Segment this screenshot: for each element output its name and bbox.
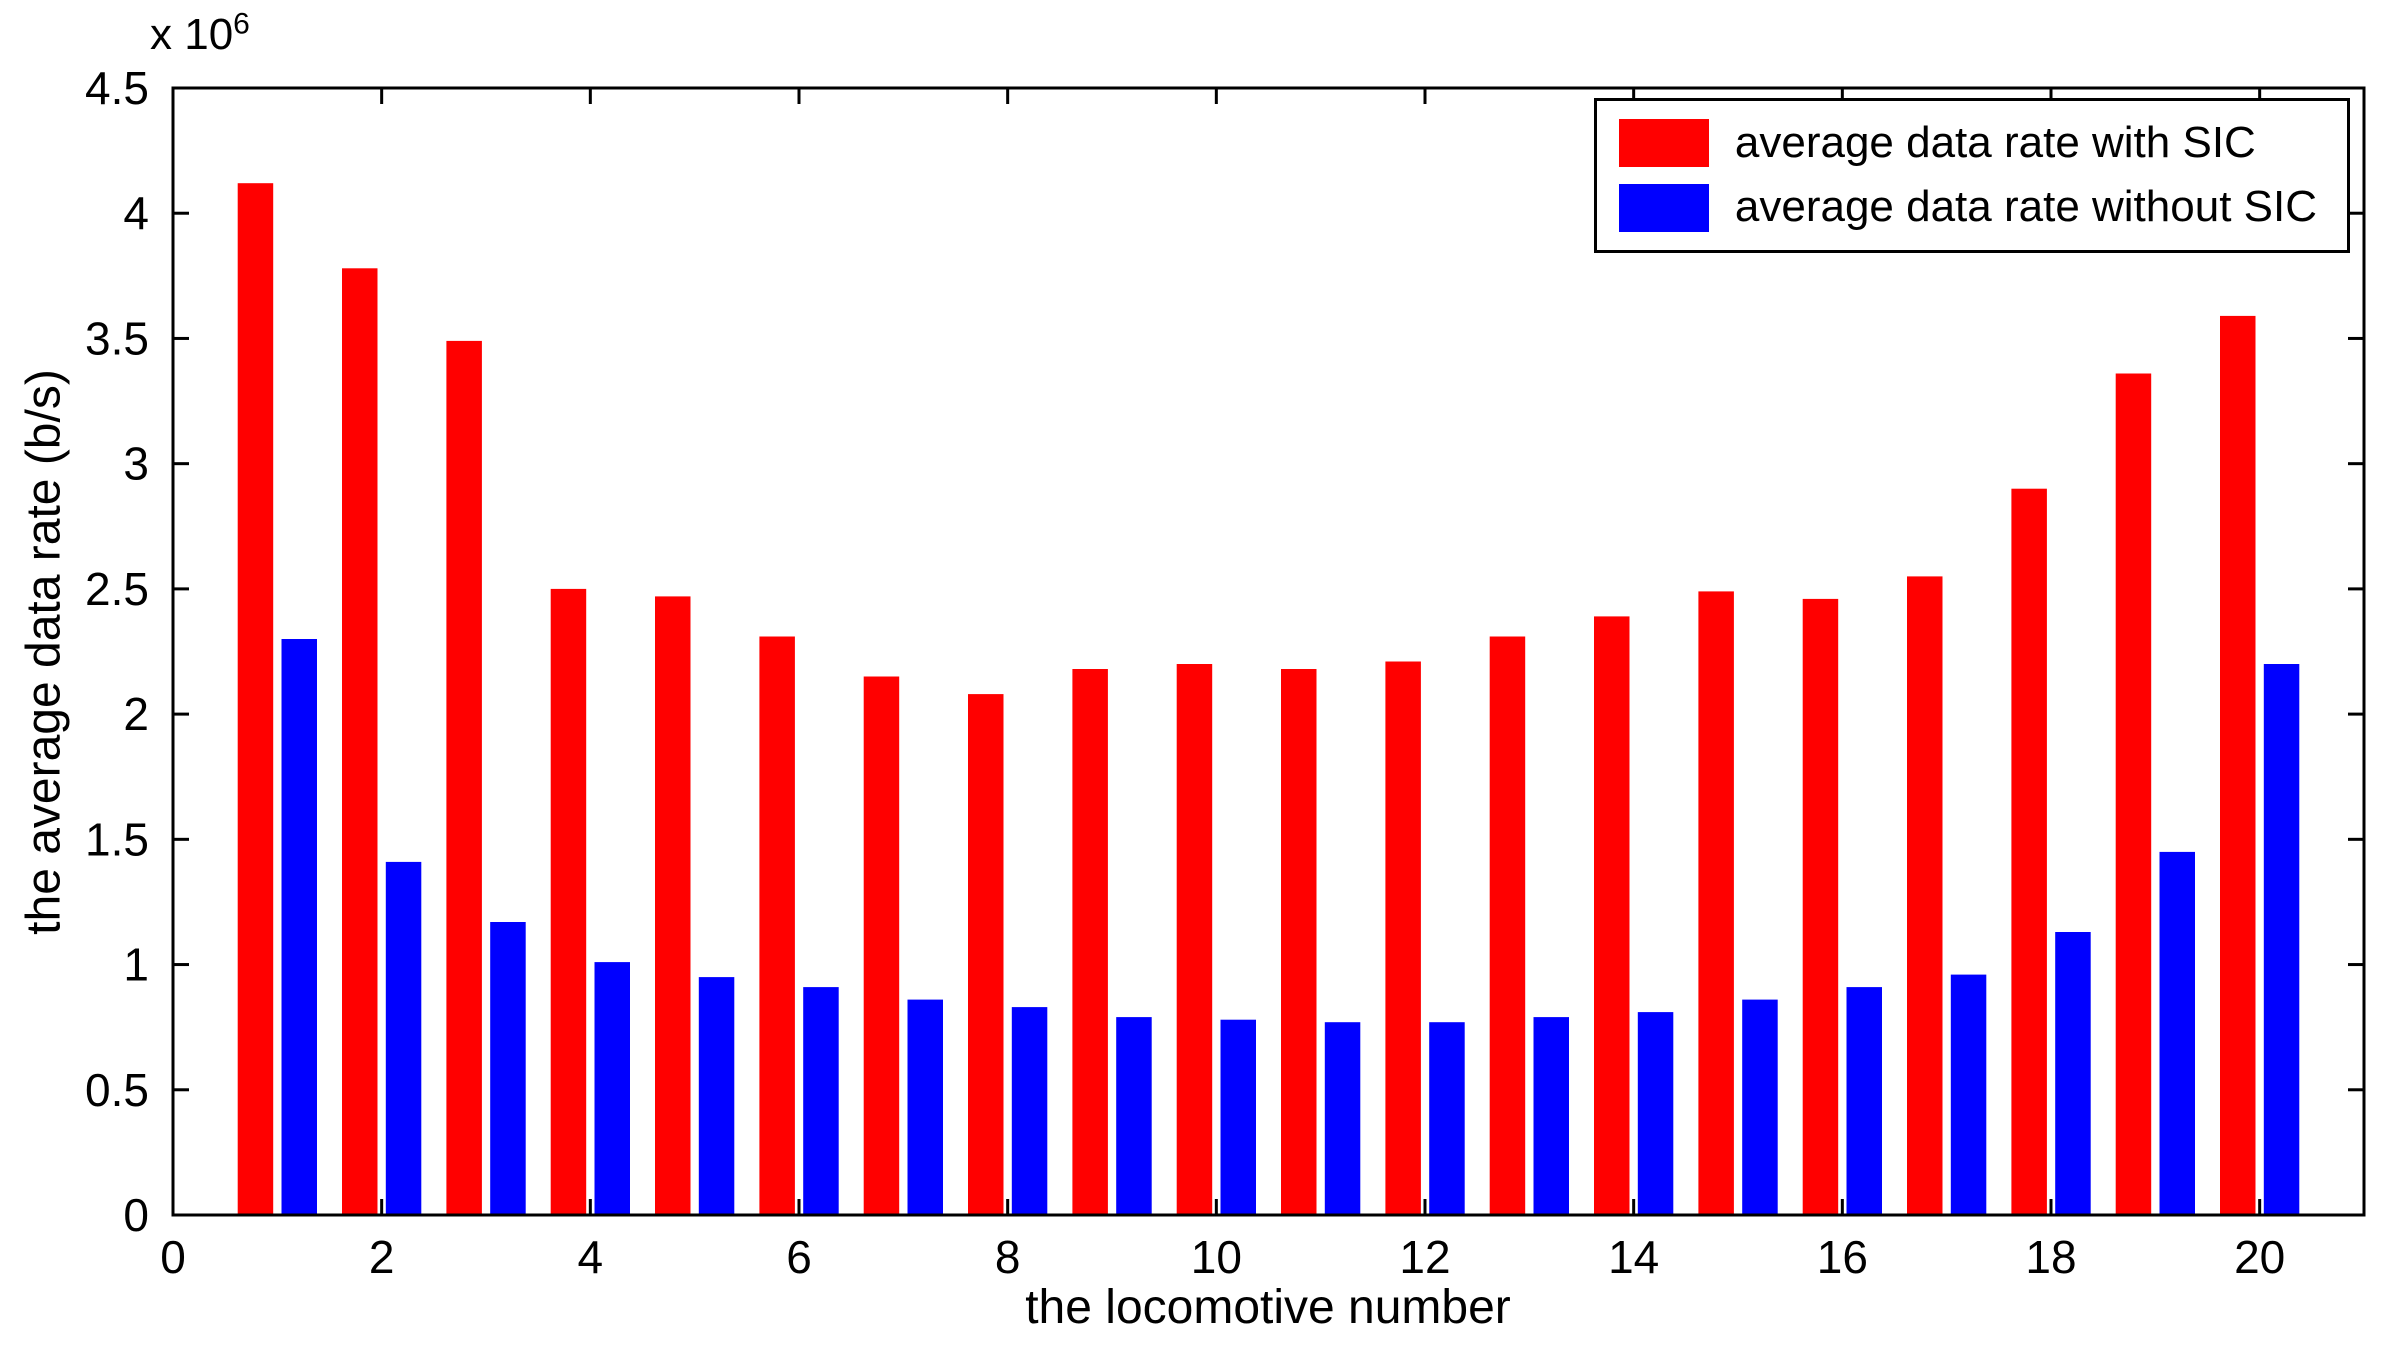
y-tick-label: 0 [123,1189,149,1241]
bar-with-sic-12 [1385,661,1421,1215]
bar-without-sic-10 [1220,1019,1256,1215]
bar-without-sic-1 [281,639,317,1215]
y-tick-label: 4.5 [85,62,149,114]
bar-without-sic-14 [1637,1012,1674,1215]
y-axis-label: the average data rate (b/s) [17,369,71,935]
legend-label-with-sic: average data rate with SIC [1734,118,2256,167]
y-tick-label: 1 [123,939,149,991]
plot-border [171,86,2366,1217]
y-tick-label: 0.5 [85,1064,149,1116]
bar-with-sic-5 [655,596,691,1215]
y-tick-label: 2.5 [85,563,149,615]
y-axis-multiplier: x 106 [150,7,250,60]
bar-without-sic-12 [1429,1022,1465,1215]
bar-with-sic-10 [1176,664,1213,1215]
x-tick-label: 6 [786,1231,812,1283]
bar-with-sic-8 [968,694,1004,1215]
y-axis-multiplier-base: x 10 [150,10,234,59]
bar-without-sic-5 [698,977,735,1215]
bar-with-sic-20 [2220,315,2256,1215]
bar-without-sic-2 [385,861,422,1215]
y-tick-label: 4 [123,187,149,239]
bar-with-sic-18 [2011,488,2047,1215]
bar-with-sic-6 [759,636,795,1215]
bar-without-sic-4 [594,962,630,1215]
bar-without-sic-3 [490,922,526,1215]
bar-without-sic-17 [1950,974,1987,1215]
bar-with-sic-7 [863,676,900,1215]
x-tick-label: 4 [578,1231,604,1283]
x-tick-label: 14 [1608,1231,1659,1283]
bar-without-sic-20 [2263,664,2300,1215]
x-tick-label: 0 [160,1231,186,1283]
bar-without-sic-9 [1116,1017,1152,1215]
y-tick-label: 3.5 [85,312,149,364]
x-tick-label: 10 [1191,1231,1242,1283]
legend-label-without-sic: average data rate without SIC [1734,182,2317,232]
x-axis-label: the locomotive number [1025,1281,1511,1334]
legend: average data rate with SIC average data … [1593,98,2350,253]
x-tick-label: 8 [995,1231,1021,1283]
bar-without-sic-13 [1533,1017,1569,1215]
bar-with-sic-11 [1281,669,1317,1215]
bar-with-sic-19 [2115,373,2152,1215]
y-axis-multiplier-exponent: 6 [233,7,250,41]
legend-swatch-with-sic [1618,119,1709,168]
x-tick-label: 18 [2025,1231,2076,1283]
bar-with-sic-13 [1489,636,1526,1215]
y-tick-label: 3 [123,438,149,490]
bar-with-sic-4 [550,588,587,1215]
x-tick-label: 16 [1817,1231,1868,1283]
legend-item-with-sic: average data rate with SIC [1618,118,2317,168]
bar-with-sic-16 [1802,598,1839,1215]
bar-with-sic-2 [342,268,378,1215]
bar-with-sic-1 [237,183,274,1216]
bar-without-sic-6 [803,987,839,1215]
bar-with-sic-15 [1698,591,1734,1215]
bar-without-sic-15 [1742,999,1778,1215]
bar-with-sic-3 [446,340,482,1215]
bar-without-sic-8 [1011,1007,1048,1215]
bar-without-sic-11 [1324,1022,1361,1215]
y-tick-label: 2 [123,688,149,740]
bar-without-sic-19 [2159,851,2195,1215]
x-tick-label: 20 [2234,1231,2285,1283]
legend-swatch-without-sic [1618,183,1709,232]
y-tick-label: 1.5 [85,813,149,865]
bar-with-sic-14 [1594,616,1630,1215]
bar-without-sic-7 [907,999,943,1215]
bar-without-sic-16 [1846,987,1882,1215]
x-tick-label: 12 [1399,1231,1450,1283]
legend-item-without-sic: average data rate without SIC [1618,182,2317,232]
bar-without-sic-18 [2055,932,2091,1215]
bar-with-sic-9 [1072,669,1108,1215]
x-tick-label: 2 [369,1231,395,1283]
bar-with-sic-17 [1907,576,1943,1215]
